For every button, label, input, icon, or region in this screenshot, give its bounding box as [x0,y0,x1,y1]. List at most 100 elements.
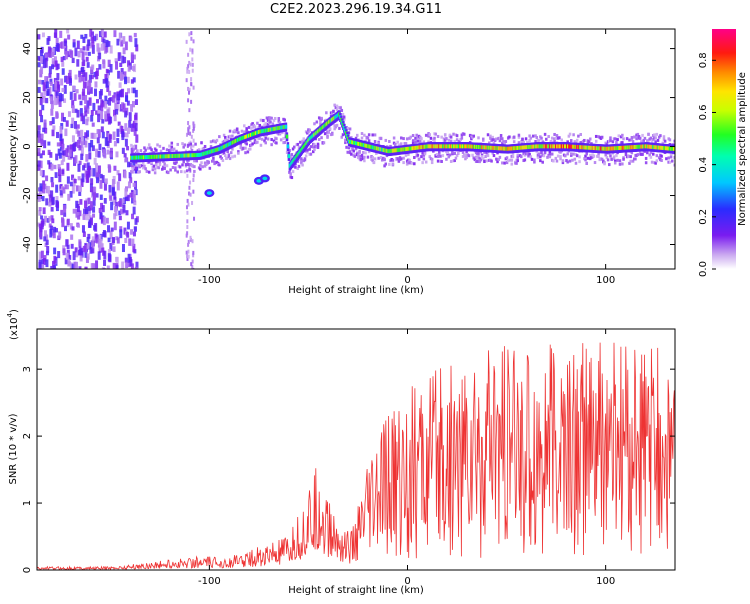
heatmap-noise-cell [80,178,84,188]
heatmap-halo-cell [356,151,359,155]
heatmap-noise-cell [109,45,113,54]
heatmap-halo-cell [132,147,136,151]
heatmap-halo-cell [263,139,266,143]
heatmap-noise-cell [107,59,111,67]
heatmap-halo-cell [549,140,553,144]
heatmap-noise-cell [125,132,129,138]
heatmap-halo-cell [416,139,420,143]
heatmap-halo-cell [139,149,143,153]
heatmap-noise-cell [53,268,57,269]
heatmap-halo-cell [371,159,374,163]
heatmap-halo-cell [372,160,376,164]
heatmap-noise-cell [49,78,53,84]
heatmap-noise-cell [108,90,112,96]
heatmap-noise-cell [47,46,51,54]
heatmap-halo-cell [302,137,306,141]
heatmap-halo-cell [209,145,213,149]
heatmap-halo-cell [319,119,322,123]
heatmap-noise-cell [104,178,108,185]
heatmap-noise-cell [64,40,68,47]
heatmap-noise-cell [86,100,90,109]
heatmap-noise-cell [103,182,107,191]
heatmap-noise-cell [120,40,124,47]
heatmap-halo-cell [132,145,136,149]
heatmap-noise-cell [58,231,62,239]
heatmap-halo-cell [414,140,417,144]
heatmap-noise-cell [110,227,114,232]
heatmap-noise-cell [56,131,60,139]
heatmap-noise-cell [132,243,136,253]
heatmap-noise-cell [37,160,41,167]
heatmap-halo-cell [636,153,640,157]
heatmap-halo-cell [175,149,178,153]
heatmap-halo-cell [457,151,460,155]
heatmap-noise-cell [128,162,132,167]
heatmap-noise-cell [51,58,55,66]
heatmap-noise-cell [114,102,118,111]
heatmap-noise-cell [40,56,44,64]
heatmap-noise-cell [54,268,58,269]
heatmap-noise-cell [118,82,122,88]
heatmap-halo-cell [668,160,672,164]
heatmap-halo-cell [498,155,502,159]
heatmap-noise-cell [107,113,111,122]
heatmap-halo-cell [340,108,344,112]
heatmap-noise-cell [48,66,52,75]
heatmap-noise-cell [116,181,120,191]
heatmap-halo-cell [622,156,625,160]
heatmap-halo-cell [673,139,675,143]
heatmap-noise-cell [87,197,91,205]
heatmap-noise-cell [132,77,136,83]
heatmap-halo-cell [191,144,195,148]
heatmap-halo-cell [163,162,166,166]
heatmap-noise-cell [37,62,41,68]
heatmap-noise-cell [134,119,138,126]
heatmap-noise-cell [70,50,74,58]
heatmap-halo-cell [335,123,339,127]
heatmap-halo-cell [142,161,145,165]
heatmap-halo-cell [640,140,643,144]
heatmap-noise-cell [91,122,95,127]
snr-multiplier-close: ) [9,309,20,313]
heatmap-noise-cell [192,178,195,183]
heatmap-halo-cell [249,139,252,143]
heatmap-halo-cell [384,162,388,166]
heatmap-noise-cell [120,68,124,75]
heatmap-halo-cell [448,153,452,157]
heatmap-halo-cell [641,152,644,156]
heatmap-noise-cell [55,153,59,161]
heatmap-halo-cell [445,157,448,161]
heatmap-noise-cell [51,129,55,137]
heatmap-halo-cell [539,155,542,159]
heatmap-halo-cell [453,152,456,156]
heatmap-noise-cell [100,103,104,112]
heatmap-halo-cell [460,136,464,140]
heatmap-halo-cell [256,121,259,125]
heatmap-noise-cell [102,216,106,226]
heatmap-noise-cell [41,32,45,38]
heatmap-halo-cell [422,140,426,144]
heatmap-halo-cell [423,150,427,154]
heatmap-halo-cell [649,136,653,140]
heatmap-noise-cell [191,200,194,205]
heatmap-halo-cell [272,118,276,122]
heatmap-halo-cell [222,151,226,155]
heatmap-halo-cell [143,164,146,168]
heatmap-halo-cell [405,137,409,141]
heatmap-noise-cell [101,119,105,124]
heatmap-halo-cell [430,157,434,161]
heatmap-noise-cell [84,140,88,148]
heatmap-halo-cell [522,152,525,156]
heatmap-noise-cell [121,131,125,141]
heatmap-noise-cell [130,147,134,155]
svg-text:(x104): (x104) [6,309,20,340]
heatmap-noise-cell [118,210,122,216]
heatmap-noise-cell [185,39,188,44]
heatmap-noise-cell [54,60,58,67]
heatmap-noise-cell [77,50,81,58]
heatmap-noise-cell [66,75,70,84]
heatmap-halo-cell [313,143,316,147]
heatmap-halo-cell [384,138,388,142]
heatmap-halo-cell [429,136,433,140]
heatmap-noise-cell [86,253,90,260]
